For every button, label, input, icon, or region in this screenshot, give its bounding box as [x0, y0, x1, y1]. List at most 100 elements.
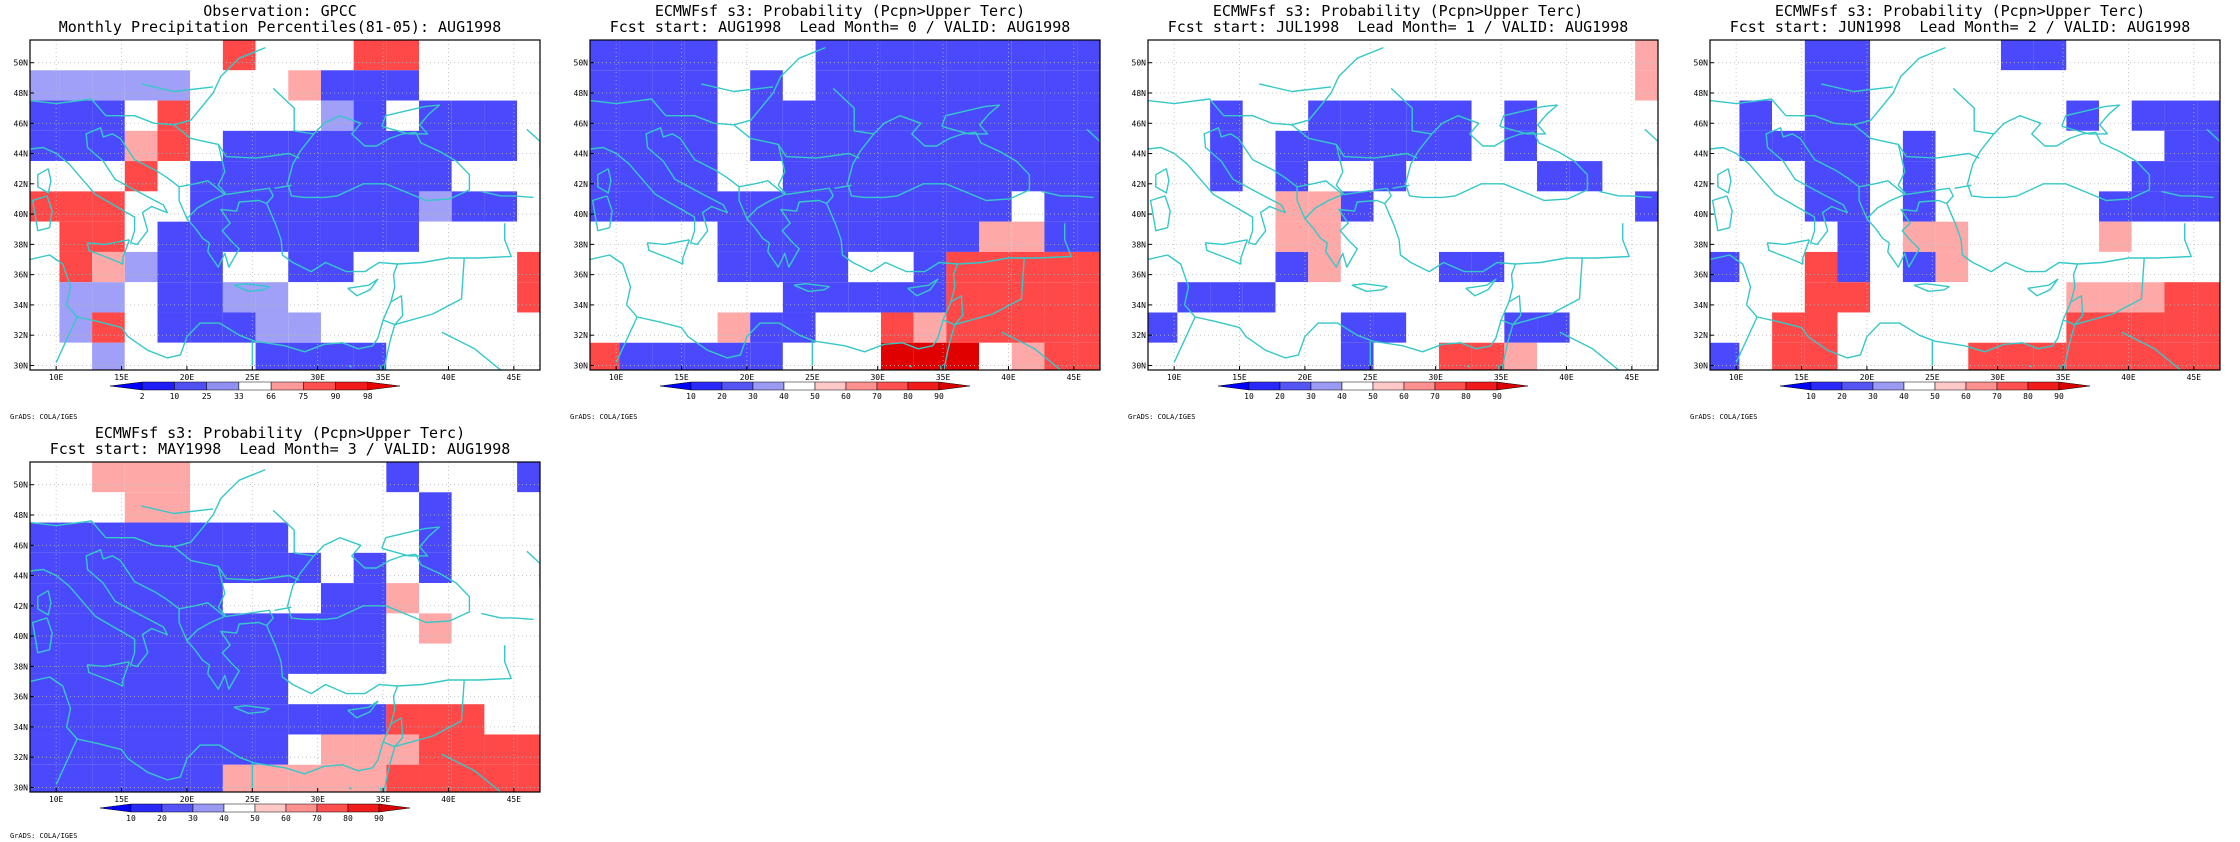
- grid-cell: [320, 312, 354, 343]
- longitude-tick-label: 25E: [245, 373, 260, 382]
- latitude-tick-label: 30N: [14, 783, 29, 792]
- panel-lead-3: ECMWFsf s3: Probability (Pcpn>Upper Terc…: [10, 422, 550, 842]
- grid-cell: [419, 643, 452, 674]
- grid-cell: [750, 191, 783, 222]
- longitude-tick-label: 10E: [49, 373, 64, 382]
- grid-cell: [619, 100, 653, 131]
- grid-cell: [815, 100, 849, 131]
- grid-cell: [353, 251, 387, 283]
- grid-cell: [255, 282, 289, 313]
- grid-cell: [880, 130, 914, 162]
- coastline: [379, 787, 382, 792]
- grid-cell: [451, 191, 485, 222]
- grid-cell: [484, 161, 518, 192]
- grid-cell: [320, 161, 354, 192]
- grid-cell: [1569, 221, 1603, 252]
- colorbar-segment: [130, 803, 163, 813]
- grid-cell: [590, 342, 620, 370]
- grid-cell: [1968, 70, 2001, 101]
- grid-cell: [1077, 282, 1100, 313]
- latitude-tick-label: 40N: [574, 210, 589, 219]
- latitude-tick-label: 46N: [1132, 119, 1147, 128]
- colorbar-label: 80: [343, 814, 353, 823]
- coastline: [347, 278, 379, 297]
- grid-cell: [2066, 342, 2100, 370]
- grid-cell: [590, 312, 620, 343]
- grid-cell: [419, 312, 452, 343]
- grid-cell: [419, 673, 452, 705]
- coastline: [1559, 331, 1620, 370]
- grid-cell: [288, 221, 321, 252]
- coastline: [382, 741, 396, 792]
- grid-cell: [517, 282, 540, 313]
- grid-cell: [2000, 40, 2034, 71]
- grid-cell: [1340, 40, 1374, 71]
- grid-cell: [92, 764, 125, 792]
- grid-cell: [619, 282, 653, 313]
- coastline: [615, 316, 638, 363]
- grid-cell: [1373, 251, 1407, 283]
- grid-cell: [1242, 161, 1276, 192]
- coastline: [105, 468, 266, 548]
- grid-cell: [1739, 100, 1773, 131]
- grid-cell: [1902, 161, 1936, 192]
- grid-cell: [59, 251, 93, 283]
- grid-cell: [419, 161, 452, 192]
- grid-cell: [1471, 40, 1505, 71]
- grid-cell: [419, 613, 452, 644]
- grid-cell: [1177, 100, 1211, 131]
- colorbar-label: 20: [717, 392, 727, 401]
- longitude-tick-label: 10E: [1167, 373, 1182, 382]
- grid-cell: [190, 191, 223, 222]
- coastline: [1259, 83, 1332, 93]
- grid-cell: [222, 764, 256, 792]
- longitude-tick-label: 15E: [674, 373, 689, 382]
- grid-cell: [517, 161, 540, 192]
- colorbar-label: 70: [1430, 392, 1440, 401]
- grid-cell: [517, 221, 540, 252]
- grid-cell: [451, 522, 485, 553]
- grid-cell: [1537, 70, 1570, 101]
- grid-cell: [2033, 70, 2067, 101]
- grid-cell: [1210, 161, 1243, 192]
- grid-cell: [815, 312, 849, 343]
- grid-cell: [419, 342, 452, 370]
- grid-cell: [353, 70, 387, 101]
- grid-cell: [1077, 130, 1100, 162]
- colorbar-label: 66: [266, 392, 276, 401]
- colorbar-segment: [1965, 381, 1998, 391]
- grid-cell: [1148, 130, 1178, 162]
- grid-cell: [2000, 70, 2034, 101]
- grid-cell: [1772, 221, 1805, 252]
- colorbar-label: 10: [686, 392, 696, 401]
- coastline: [1954, 184, 1972, 189]
- grid-cell: [2000, 161, 2034, 192]
- grid-cell: [517, 40, 540, 71]
- grid-cell: [386, 613, 420, 644]
- coastline: [1296, 180, 1344, 220]
- grid-cell: [1340, 70, 1374, 101]
- coastline: [274, 606, 292, 611]
- grid-cell: [190, 282, 223, 313]
- colorbar-segment: [845, 381, 878, 391]
- coastline: [1717, 168, 1732, 194]
- grid-cell: [1077, 70, 1100, 101]
- longitude-tick-label: 35E: [376, 795, 391, 804]
- grid-cell: [30, 40, 60, 71]
- grid-cell: [1148, 40, 1178, 71]
- grid-cell: [1011, 40, 1045, 71]
- grid-cell: [59, 40, 93, 71]
- coastline: [381, 104, 440, 135]
- grid-cell: [59, 462, 93, 493]
- grid-cell: [124, 492, 158, 523]
- colorbar-segment: [141, 381, 175, 391]
- grid-cell: [1902, 342, 1936, 370]
- longitude-tick-label: 40E: [441, 373, 456, 382]
- grid-cell: [386, 251, 420, 283]
- grid-cell: [1537, 342, 1570, 370]
- grid-cell: [2164, 100, 2198, 131]
- grid-cell: [979, 40, 1012, 71]
- map-frame: [29, 39, 541, 371]
- grid-cell: [255, 673, 289, 705]
- grid-cell: [484, 342, 518, 370]
